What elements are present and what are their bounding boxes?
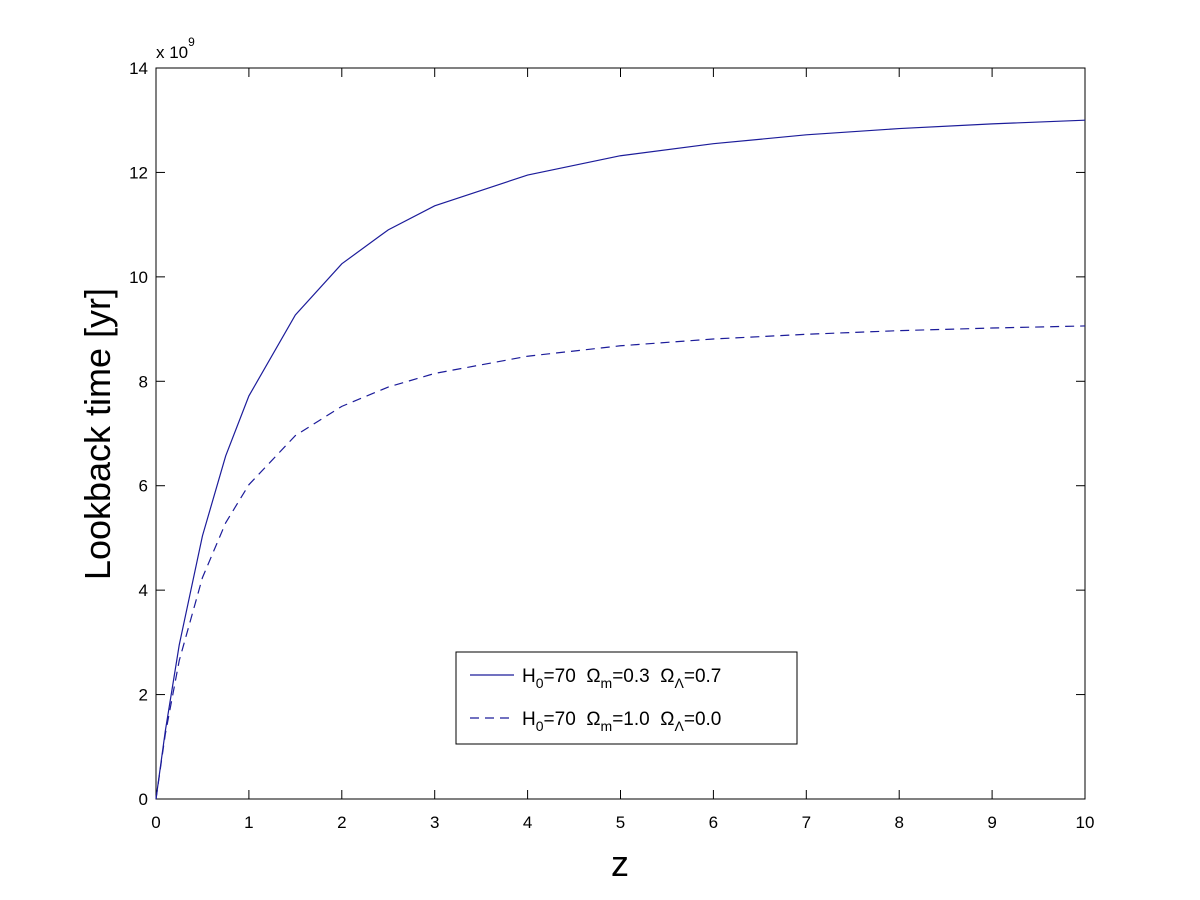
legend-text: H	[522, 666, 536, 687]
y-tick-label: 8	[139, 372, 148, 391]
y-tick-label: 6	[139, 477, 148, 496]
legend-subscript: Λ	[674, 718, 684, 734]
y-tick-label: 14	[129, 59, 148, 78]
y-multiplier-exponent: 9	[188, 35, 195, 49]
legend-text: =70 Ω	[544, 666, 601, 687]
x-tick-label: 9	[987, 813, 996, 832]
y-tick-label: 4	[139, 581, 148, 600]
x-tick-label: 3	[430, 813, 439, 832]
x-tick-label: 6	[709, 813, 718, 832]
x-tick-label: 2	[337, 813, 346, 832]
legend-text: =0.0	[684, 709, 722, 730]
y-tick-label: 10	[129, 268, 148, 287]
y-multiplier-base: x 10	[156, 43, 188, 62]
legend-text: =1.0 Ω	[612, 709, 674, 730]
legend-text: =70 Ω	[544, 709, 601, 730]
legend-subscript: Λ	[674, 675, 684, 691]
legend-text: =0.7	[684, 666, 722, 687]
series-line	[155, 325, 1086, 800]
legend-subscript: m	[601, 675, 613, 691]
legend-subscript: 0	[536, 675, 544, 691]
legend-subscript: m	[601, 718, 613, 734]
x-tick-label: 4	[523, 813, 532, 832]
legend-subscript: 0	[536, 718, 544, 734]
x-tick-label: 10	[1076, 813, 1095, 832]
y-tick-label: 0	[139, 790, 148, 809]
x-tick-label: 5	[616, 813, 625, 832]
legend-text: =0.3 Ω	[612, 666, 674, 687]
x-tick-label: 7	[802, 813, 811, 832]
x-axis-label: z	[611, 843, 629, 884]
legend-box	[455, 651, 798, 745]
legend-label: H0=70 Ωm=1.0 ΩΛ=0.0	[522, 709, 721, 734]
x-tick-label: 1	[244, 813, 253, 832]
y-multiplier: x 109	[156, 35, 195, 62]
x-tick-label: 8	[894, 813, 903, 832]
series-line	[155, 119, 1086, 800]
y-tick-label: 2	[139, 686, 148, 705]
legend-label: H0=70 Ωm=0.3 ΩΛ=0.7	[522, 666, 721, 691]
x-tick-label: 0	[151, 813, 160, 832]
y-tick-label: 12	[129, 163, 148, 182]
legend: H0=70 Ωm=0.3 ΩΛ=0.7H0=70 Ωm=1.0 ΩΛ=0.0	[455, 651, 798, 745]
legend-text: H	[522, 709, 536, 730]
y-axis-label: Lookback time [yr]	[77, 288, 118, 580]
